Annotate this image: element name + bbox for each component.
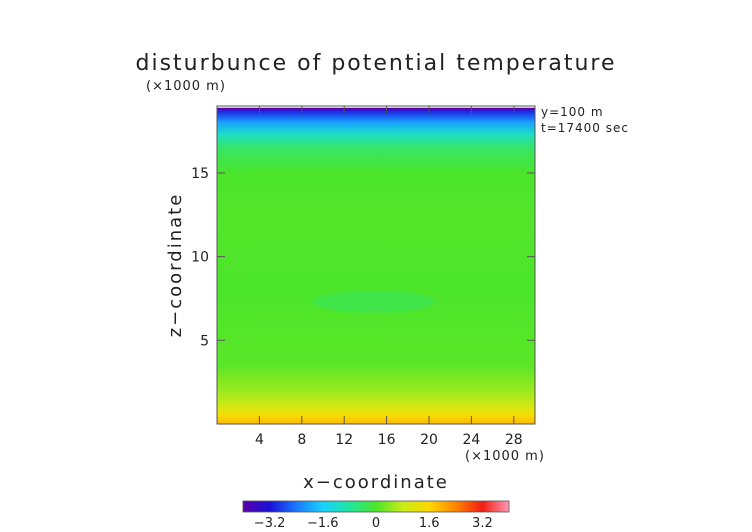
colorbar: −3.2 −1.6 0 1.6 3.2 — [242, 500, 510, 531]
potential-temperature-field — [217, 108, 535, 424]
axis-scale-label: (×1000 m) — [146, 79, 226, 94]
colorbar-tick-label: 3.2 — [472, 516, 493, 531]
x-tick-label: 24 — [462, 432, 480, 448]
x-axis-label: x−coordinate — [303, 472, 449, 493]
colorbar-gradient — [242, 500, 510, 513]
x-tick-label: 16 — [378, 432, 396, 448]
y-tick-label: 15 — [191, 166, 209, 182]
info-y-position: y=100 m — [541, 105, 604, 119]
plot-frame — [216, 105, 536, 425]
info-time: t=17400 sec — [541, 121, 629, 135]
y-tick-label: 10 — [191, 250, 209, 266]
x-axis-unit-label: (×1000 m) — [465, 449, 545, 464]
colorbar-tick-label: 0 — [372, 516, 380, 531]
y-tick-label: 5 — [200, 333, 209, 349]
colorbar-tick-label: −3.2 — [254, 516, 286, 531]
x-tick-label: 20 — [420, 432, 438, 448]
x-tick-label: 28 — [505, 432, 523, 448]
chart-title: disturbunce of potential temperature — [136, 51, 617, 76]
colorbar-tick-label: 1.6 — [419, 516, 440, 531]
colorbar-tick-label: −1.6 — [307, 516, 339, 531]
x-tick-label: 8 — [297, 432, 306, 448]
y-axis-label: z−coordinate — [165, 193, 186, 338]
anomaly-region-0 — [312, 290, 436, 313]
axes: 4 8 12 16 20 24 28 5 10 15 — [191, 105, 536, 448]
x-tick-label: 12 — [335, 432, 353, 448]
x-tick-label: 4 — [255, 432, 264, 448]
plot-area — [217, 107, 535, 424]
